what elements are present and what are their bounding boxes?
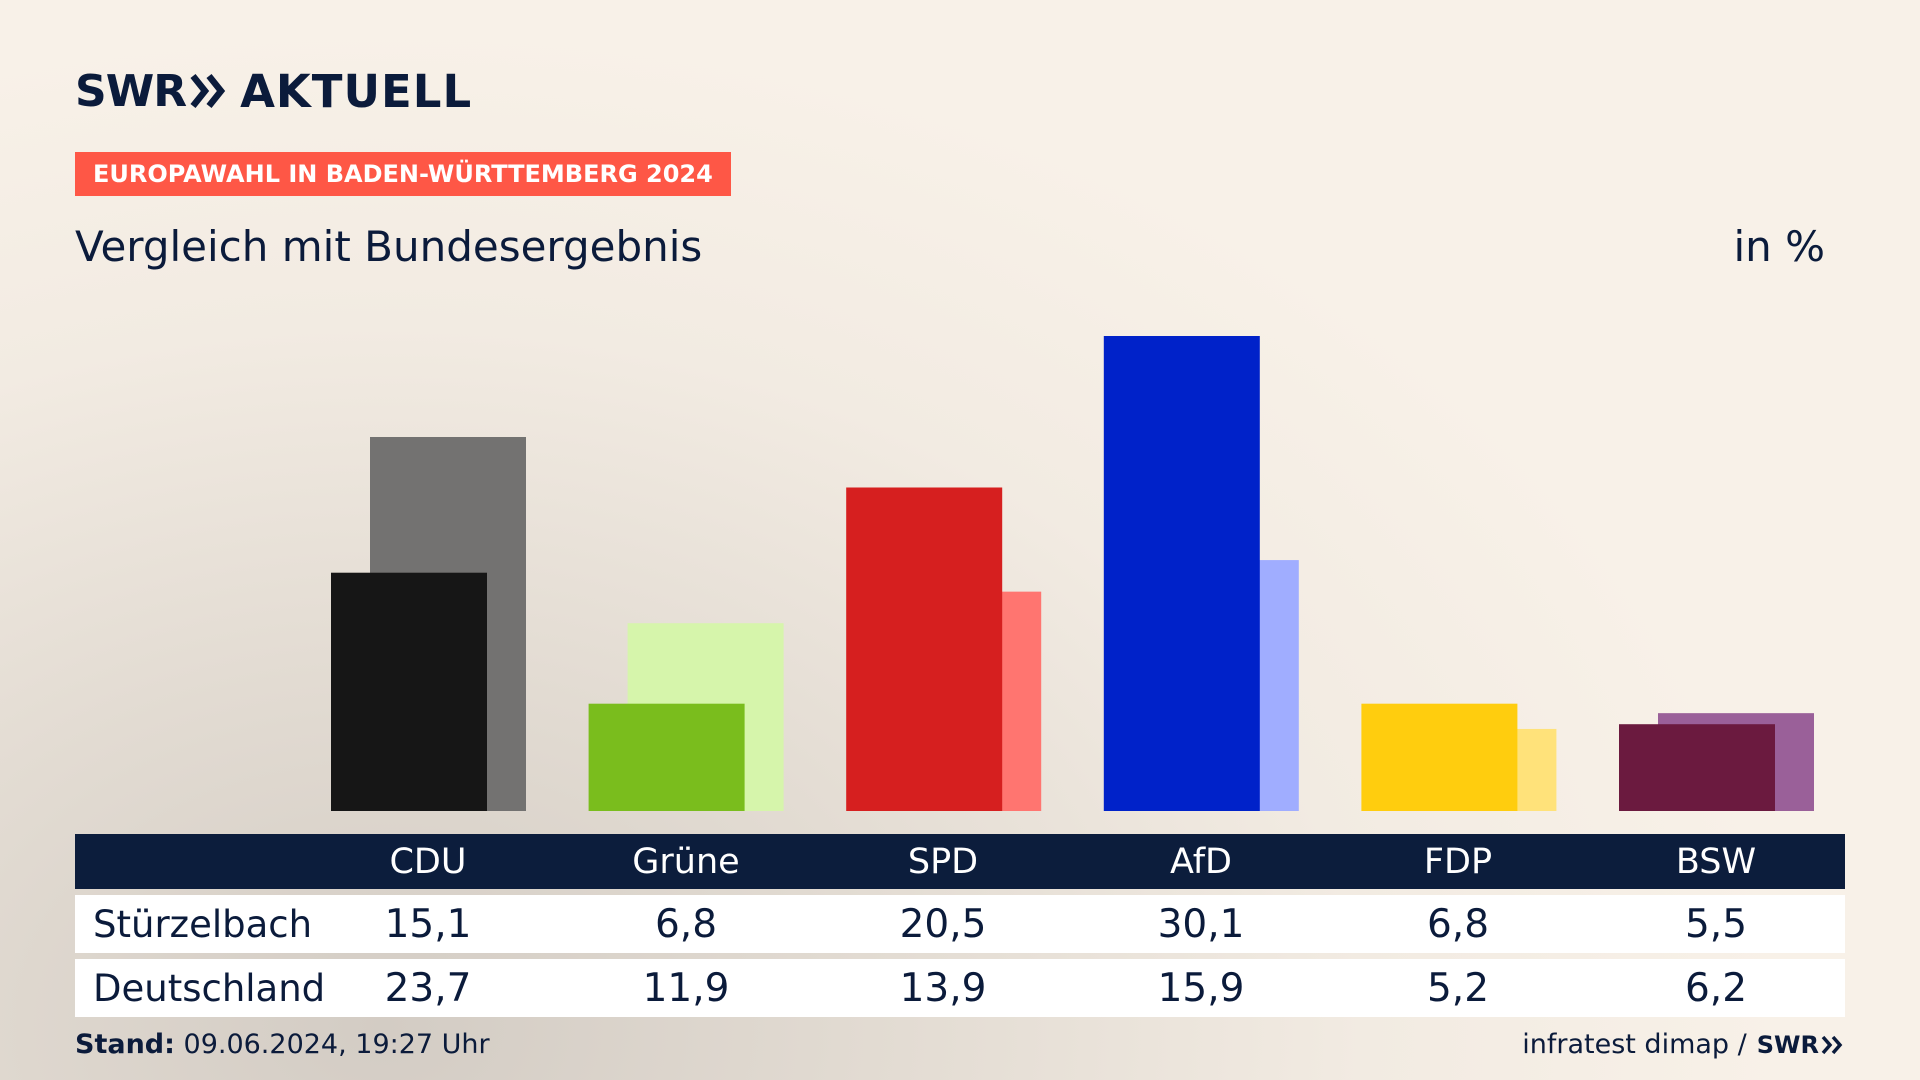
table-cell: 13,9 (899, 965, 987, 1011)
stand-label: Stand: (75, 1029, 175, 1060)
source-text: infratest dimap / (1522, 1029, 1747, 1060)
table-cell: 6,8 (654, 901, 718, 947)
header-gruene: Grüne (632, 841, 740, 882)
table-cell: 15,9 (1157, 965, 1245, 1011)
header-bsw: BSW (1675, 841, 1757, 882)
logo-swr-text: SWR (75, 65, 187, 117)
table-cell: 23,7 (384, 965, 472, 1011)
logo-aktuell-text: AKTUELL (240, 64, 473, 118)
source-credit: infratest dimap / SWR (1522, 1029, 1845, 1060)
header-afd: AfD (1170, 841, 1232, 882)
header-fdp: FDP (1423, 841, 1493, 882)
double-chevron-right-icon (190, 73, 226, 109)
table-cell: 6,2 (1684, 965, 1748, 1011)
bar-cdu-stuerzelbach (331, 572, 487, 811)
bar-fdp-stuerzelbach (1361, 703, 1518, 811)
table-cell: 6,8 (1426, 901, 1490, 947)
double-chevron-right-icon (1821, 1035, 1843, 1054)
footer-swr-logo: SWR (1757, 1031, 1845, 1059)
table-cell: 20,5 (899, 901, 987, 947)
row-label: Stürzelbach (93, 902, 313, 946)
table-cell: 30,1 (1157, 901, 1245, 947)
table-header: CDU Grüne SPD AfD FDP BSW (75, 834, 1845, 889)
header-spd: SPD (907, 841, 979, 882)
header-cdu: CDU (389, 841, 467, 882)
unit-label: in % (1733, 222, 1825, 271)
bar-bsw-stuerzelbach (1619, 724, 1775, 811)
election-tag: EUROPAWAHL IN BADEN-WÜRTTEMBERG 2024 (75, 152, 731, 196)
table-row: Deutschland 23,7 11,9 13,9 15,9 5,2 6,2 (75, 959, 1845, 1017)
row-label: Deutschland (93, 966, 326, 1010)
table-cell: 5,2 (1426, 965, 1490, 1011)
footer-logo-text: SWR (1756, 1030, 1819, 1059)
table-cell: 5,5 (1684, 901, 1748, 947)
bar-afd-stuerzelbach (1103, 336, 1260, 811)
table-cell: 11,9 (642, 965, 730, 1011)
chart-subtitle: Vergleich mit Bundesergebnis (75, 222, 703, 271)
stand-value: 09.06.2024, 19:27 Uhr (183, 1029, 490, 1060)
timestamp: Stand: 09.06.2024, 19:27 Uhr (75, 1029, 490, 1060)
table-cell: 15,1 (384, 901, 472, 947)
results-table: CDU Grüne SPD AfD FDP BSW Stürzelbach 15… (75, 834, 1845, 1017)
table-row: Stürzelbach 15,1 6,8 20,5 30,1 6,8 5,5 (75, 895, 1845, 953)
swr-aktuell-logo: SWR AKTUELL (75, 64, 473, 118)
bar-gruene-stuerzelbach (588, 703, 745, 811)
bar-spd-stuerzelbach (846, 487, 1003, 811)
